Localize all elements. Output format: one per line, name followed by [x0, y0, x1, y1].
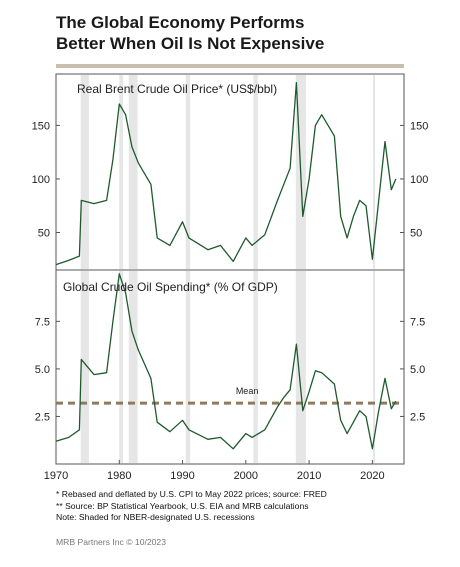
ytick-label-right-0-0: 50 — [410, 228, 422, 240]
recession-band-1-1 — [119, 271, 124, 463]
recession-band-1-0 — [80, 271, 89, 463]
ytick-label-left-0-2: 150 — [32, 120, 50, 132]
footnote-2: ** Source: BP Statistical Yearbook, U.S.… — [56, 500, 309, 511]
top-panel-title: Real Brent Crude Oil Price* (US$/bbl) — [77, 82, 277, 96]
ytick-label-left-1-0: 2.5 — [35, 411, 50, 423]
recession-band-0-2 — [128, 75, 138, 269]
ytick-label-right-0-2: 150 — [410, 120, 428, 132]
series-line-1 — [55, 273, 397, 450]
ytick-label-left-0-1: 100 — [32, 174, 50, 186]
xtick-label-5: 2020 — [360, 470, 384, 482]
mean-line-group: Mean — [56, 386, 404, 405]
ytick-label-left-0-0: 50 — [38, 228, 50, 240]
axis-ticks: 50 50 100 100 150 150 2.5 2.5 5.0 5.0 7.5 7.5 1970 19… — [32, 120, 429, 482]
xtick-label-2: 1990 — [170, 470, 194, 482]
ytick-label-left-1-2: 7.5 — [35, 316, 50, 328]
series-lines — [55, 81, 397, 450]
recession-band-0-6 — [372, 75, 375, 269]
xtick-label-0: 1970 — [44, 470, 68, 482]
xtick-label-4: 2010 — [297, 470, 321, 482]
recession-band-0-4 — [253, 75, 258, 269]
recession-shading — [80, 75, 375, 463]
title-line-2: Better When Oil Is Not Expensive — [56, 34, 325, 53]
chart-title: The Global Economy Performs Better When … — [56, 12, 324, 54]
recession-band-1-4 — [253, 271, 258, 463]
ytick-label-left-1-1: 5.0 — [35, 364, 50, 376]
title-line-1: The Global Economy Performs — [56, 13, 305, 32]
xtick-label-1: 1980 — [107, 470, 131, 482]
footnotes: * Rebased and deflated by U.S. CPI to Ma… — [56, 489, 327, 524]
footnote-1: * Rebased and deflated by U.S. CPI to Ma… — [56, 489, 327, 499]
ytick-label-right-1-0: 2.5 — [410, 411, 425, 423]
xtick-label-3: 2000 — [234, 470, 258, 482]
series-line-0 — [55, 81, 397, 266]
recession-band-0-0 — [80, 75, 89, 269]
recession-band-0-3 — [185, 75, 191, 269]
ytick-label-right-1-1: 5.0 — [410, 364, 425, 376]
recession-band-1-6 — [372, 271, 375, 463]
ytick-label-right-0-1: 100 — [410, 174, 428, 186]
recession-band-1-5 — [295, 271, 306, 463]
recession-band-1-3 — [185, 271, 191, 463]
title-rule — [56, 64, 404, 68]
footnote-3: Note: Shaded for NBER-designated U.S. re… — [56, 512, 255, 522]
credit: MRB Partners Inc © 10/2023 — [56, 537, 166, 547]
plot-frame — [55, 73, 405, 465]
bottom-panel-title: Global Crude Oil Spending* (% Of GDP) — [63, 280, 278, 294]
ytick-label-right-1-2: 7.5 — [410, 316, 425, 328]
mean-label: Mean — [236, 386, 259, 396]
recession-band-1-2 — [128, 271, 138, 463]
recession-band-0-1 — [119, 75, 124, 269]
